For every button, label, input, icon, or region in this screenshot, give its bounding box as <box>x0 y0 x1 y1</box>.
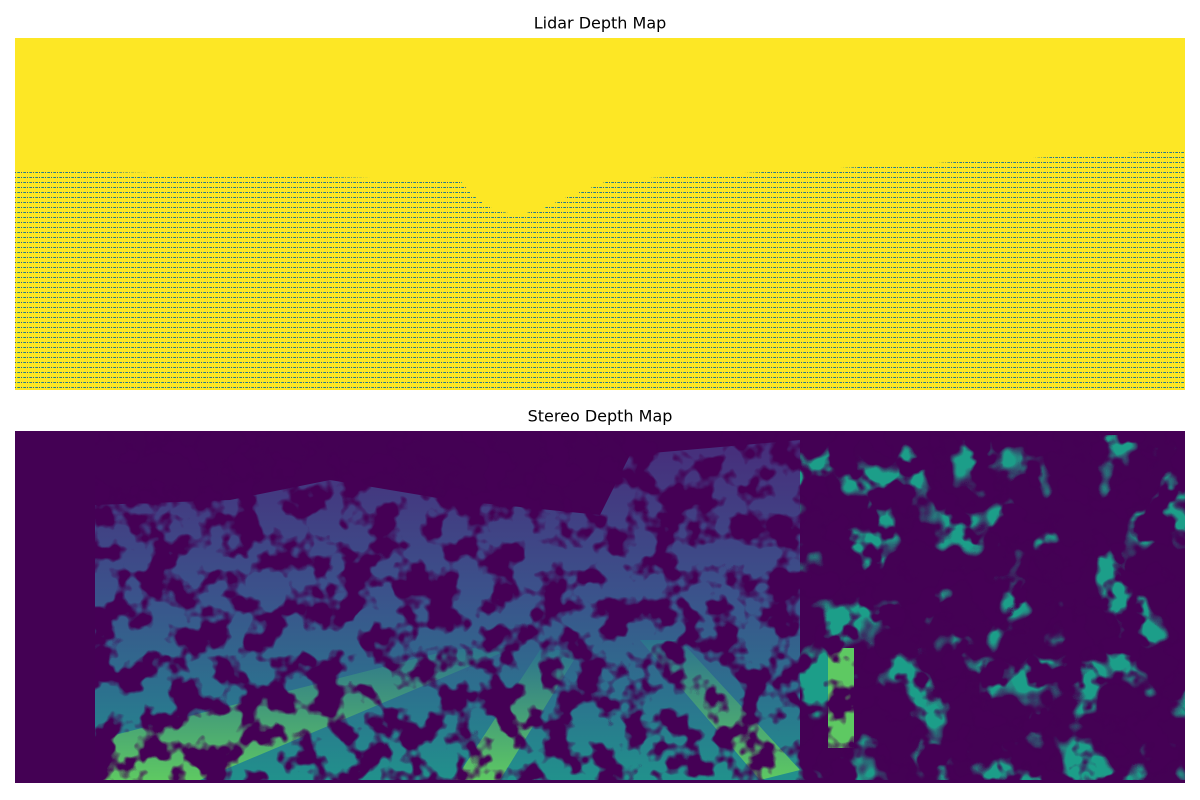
lidar-points <box>15 150 1185 390</box>
panel-title: Stereo Depth Map <box>528 407 673 426</box>
stereo-holes <box>95 431 1185 783</box>
panel-title: Lidar Depth Map <box>534 14 667 33</box>
lidar-image <box>15 38 1185 390</box>
stereo-image <box>15 431 1185 783</box>
